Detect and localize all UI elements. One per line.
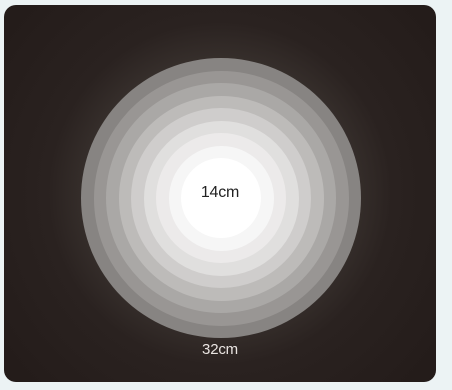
diagram-panel: 14cm 32cm [4,5,436,382]
inner-diameter-label: 14cm [200,184,240,201]
ring-9 [181,158,261,238]
concentric-rings [4,5,436,382]
outer-diameter-label: 32cm [202,341,238,358]
